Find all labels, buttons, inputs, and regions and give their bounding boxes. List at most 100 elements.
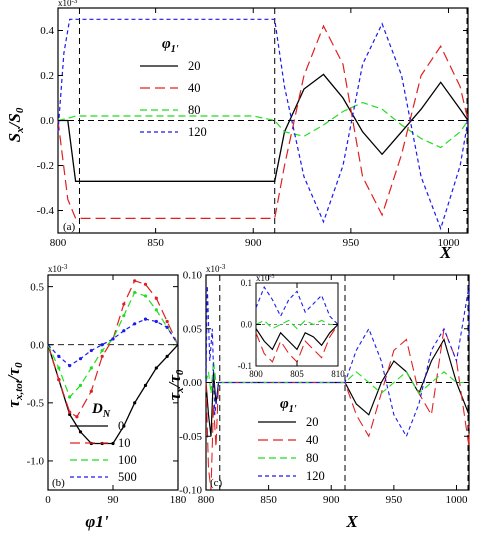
panel-a-legend-label-120: 120 bbox=[188, 125, 207, 139]
panel-a-ylabel: Sx/S0 bbox=[5, 107, 26, 142]
panel-b-xtick-label-0: 0 bbox=[45, 494, 51, 506]
panel-c-legend-title: φ1' bbox=[280, 396, 297, 415]
panel-c-legend-label-120: 120 bbox=[306, 469, 325, 483]
panel-c-ytick-label-1: -0.05 bbox=[179, 431, 202, 443]
inset-xtick-label-810: 810 bbox=[331, 369, 345, 379]
panel-a-xlabel: X bbox=[439, 243, 452, 262]
panel-b-ytick-label-3: 0.5 bbox=[30, 281, 44, 293]
panel-b-ytick-label-2: 0.0 bbox=[30, 339, 44, 351]
panel-b-marker-0-6 bbox=[111, 441, 115, 446]
panel-c-inset: 800 805 810 -0.1 0.0 0.1 x10-3 bbox=[238, 273, 346, 379]
panel-c-xtick-label-1000: 1000 bbox=[445, 494, 468, 506]
panel-a-xtick-label-1000: 1000 bbox=[437, 237, 460, 249]
panel-b-xtick-label-90: 90 bbox=[108, 494, 120, 506]
panel-a-xtick-label-800: 800 bbox=[50, 237, 67, 249]
panel-a-ytick-label-3: 0.2 bbox=[40, 70, 54, 82]
inset-ytick-label-0: -0.1 bbox=[238, 361, 252, 371]
panel-c-xtick-label-850: 850 bbox=[260, 494, 277, 506]
inset-xtick-label-800: 800 bbox=[249, 369, 263, 379]
panel-c-xlabel: X bbox=[345, 512, 358, 531]
panel-b-legend: DN 0 10 100 500 bbox=[70, 401, 137, 484]
panel-a-xtick-label-850: 850 bbox=[147, 237, 164, 249]
panel-b-marker-0-11 bbox=[165, 354, 169, 358]
panel-c-ylabel: τx/τ0 bbox=[165, 369, 186, 400]
panel-c-series bbox=[205, 285, 470, 491]
panel-b-marker-10-11 bbox=[165, 319, 169, 324]
panel-b-marker-10-8 bbox=[133, 279, 137, 283]
panel-c-ytick-label-0: -0.10 bbox=[179, 485, 202, 497]
panel-a-ticks: 800 850 900 950 1000 -0.4 -0.2 0.0 0.2 0.4 bbox=[37, 8, 468, 249]
panel-b-marker-500-5 bbox=[100, 343, 104, 347]
panel-a-label: (a) bbox=[63, 221, 76, 233]
panel-b-legend-label-500: 500 bbox=[118, 470, 137, 484]
panel-c: 800 850 900 950 1000 -0.10 -0.05 0.00 0.05 0.10 (… bbox=[165, 263, 470, 531]
panel-b-marker-100-4 bbox=[89, 366, 93, 370]
panel-c-label: (c) bbox=[210, 477, 223, 489]
panel-b-marker-100-9 bbox=[143, 294, 148, 298]
panel-a: 800 850 900 950 1000 -0.4 -0.2 0.0 0.2 0.4 (a) x1… bbox=[5, 0, 469, 262]
inset-ytick-label-2: 0.1 bbox=[241, 278, 252, 288]
panel-b-series-10 bbox=[47, 280, 179, 418]
panel-b-marker-0-10 bbox=[154, 366, 158, 370]
panel-a-guides bbox=[58, 8, 468, 233]
panel-a-ytick-label-1: -0.2 bbox=[37, 160, 54, 172]
inset-series-20 bbox=[255, 324, 339, 351]
panel-b-marker-100-3 bbox=[78, 383, 83, 388]
panel-b-series bbox=[47, 279, 179, 446]
panel-b-legend-label-10: 10 bbox=[118, 436, 131, 450]
panel-b-xtick-label-180: 180 bbox=[170, 494, 187, 506]
panel-b-marker-500-6 bbox=[111, 337, 115, 341]
panel-c-ytick-label-3: 0.05 bbox=[183, 323, 203, 335]
panel-b-marker-500-3 bbox=[78, 357, 83, 361]
panel-a-legend: φ1' 20 40 80 120 bbox=[140, 36, 207, 139]
panel-c-legend: φ1' 20 40 80 120 bbox=[258, 396, 325, 483]
panel-b-marker-10-9 bbox=[143, 282, 148, 286]
panel-b-sci-note: x10-3 bbox=[48, 263, 68, 274]
panel-b-ylabel: τx,tot/τ0 bbox=[4, 362, 25, 408]
panel-c-series-120 bbox=[205, 285, 470, 438]
panel-b-marker-100-8 bbox=[133, 290, 137, 295]
panel-b-marker-10-5 bbox=[100, 354, 104, 358]
panel-c-legend-label-80: 80 bbox=[306, 451, 319, 465]
panel-b-marker-10-3 bbox=[75, 415, 79, 419]
panel-b-marker-100-10 bbox=[154, 308, 158, 312]
panel-a-series-20 bbox=[58, 73, 469, 182]
panel-a-sci-note: x10-3 bbox=[58, 0, 78, 8]
panel-c-ytick-label-2: 0.00 bbox=[183, 377, 203, 389]
panel-b-series-500 bbox=[47, 318, 179, 367]
panel-b-xlabel: φ1' bbox=[85, 512, 108, 531]
inset-series-80 bbox=[255, 319, 338, 330]
panel-b-marker-500-7 bbox=[122, 329, 126, 333]
panel-c-ticks: 800 850 900 950 1000 -0.10 -0.05 0.00 0.05 0.10 bbox=[179, 270, 469, 506]
panel-b-marker-500-4 bbox=[89, 348, 93, 353]
panel-b-legend-title: DN bbox=[91, 401, 111, 420]
inset-series-120 bbox=[255, 285, 339, 325]
panel-b-ticks: 0 90 180 -1.0 -0.5 0.0 0.5 bbox=[27, 275, 187, 506]
panel-b-marker-0-3 bbox=[78, 430, 83, 434]
panel-b-marker-0-8 bbox=[133, 401, 137, 405]
panel-b-marker-0-9 bbox=[143, 383, 148, 388]
panel-b-marker-0-7 bbox=[122, 424, 126, 428]
panel-a-series-120 bbox=[57, 18, 469, 231]
panel-b-marker-10-10 bbox=[154, 296, 158, 300]
panel-b-frame bbox=[47, 274, 179, 491]
panel-a-ytick-label-2: 0.0 bbox=[40, 115, 54, 127]
panel-b-marker-100-1 bbox=[57, 366, 61, 370]
panel-a-series-80 bbox=[57, 101, 469, 149]
panel-b-marker-10-7 bbox=[122, 302, 126, 306]
panel-b-legend-label-0: 0 bbox=[118, 419, 124, 433]
panel-b-marker-500-1 bbox=[57, 354, 61, 358]
panel-b-marker-10-1 bbox=[57, 377, 61, 382]
panel-a-xtick-label-900: 900 bbox=[245, 237, 262, 249]
panel-c-series-20 bbox=[205, 338, 470, 437]
panel-a-ytick-label-0: -0.4 bbox=[37, 205, 55, 217]
panel-b-ytick-label-0: -1.0 bbox=[27, 456, 45, 468]
panel-a-legend-label-20: 20 bbox=[188, 59, 201, 73]
panel-c-xtick-label-900: 900 bbox=[323, 494, 340, 506]
panel-a-legend-label-40: 40 bbox=[188, 81, 201, 95]
inset-xtick-label-805: 805 bbox=[290, 369, 304, 379]
panel-c-legend-label-40: 40 bbox=[306, 433, 319, 447]
panel-b-marker-100-2 bbox=[68, 395, 72, 399]
panel-a-ytick-label-4: 0.4 bbox=[40, 25, 54, 37]
